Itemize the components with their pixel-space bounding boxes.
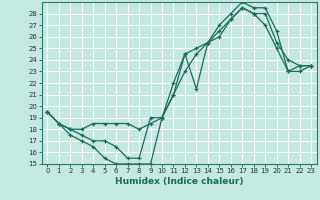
- X-axis label: Humidex (Indice chaleur): Humidex (Indice chaleur): [115, 177, 244, 186]
